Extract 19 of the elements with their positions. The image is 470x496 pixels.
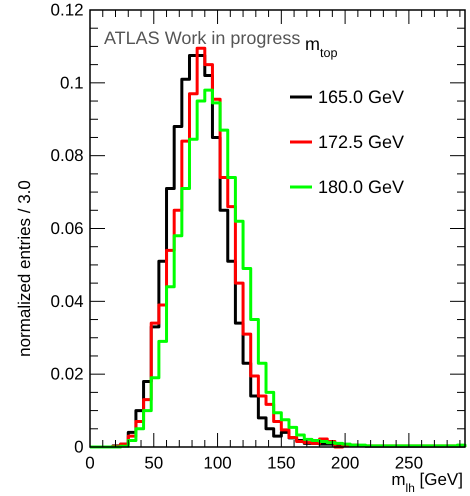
annotation: ATLAS Work in progress bbox=[104, 28, 300, 48]
x-tick-label: 250 bbox=[394, 454, 424, 473]
x-tick-label: 100 bbox=[203, 454, 232, 473]
y-tick-label: 0.06 bbox=[50, 218, 84, 238]
y-tick-label: 0.08 bbox=[50, 146, 84, 166]
y-tick-label: 0.1 bbox=[60, 73, 84, 92]
legend-label: 165.0 GeV bbox=[318, 87, 404, 107]
y-tick-label: 0 bbox=[74, 437, 84, 456]
y-tick-label: 0.12 bbox=[50, 0, 84, 20]
y-axis-title: normalized entries / 3.0 bbox=[15, 180, 34, 357]
legend-label: 172.5 GeV bbox=[318, 132, 404, 152]
legend-title: m$_{top}$ bbox=[305, 34, 338, 60]
x-tick-label: 50 bbox=[144, 454, 164, 473]
x-axis-title: m$_{lh}$ [GeV] bbox=[391, 470, 463, 495]
legend-label: 180.0 GeV bbox=[318, 177, 404, 197]
y-tick-label: 0.04 bbox=[50, 292, 84, 311]
x-tick-label: 200 bbox=[330, 454, 360, 473]
x-tick-label: 150 bbox=[267, 454, 296, 473]
y-tick-label: 0.02 bbox=[50, 364, 84, 384]
